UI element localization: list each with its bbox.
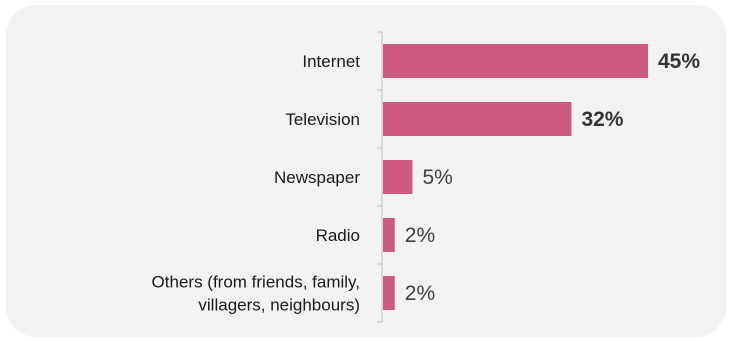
data-label-4: 2% [405,282,435,305]
bar-1 [383,102,572,136]
data-label-0: 45% [658,50,700,73]
data-label-3: 2% [405,224,435,247]
chart-bars [383,44,648,310]
category-label-0: Internet [302,52,360,71]
data-label-1: 32% [581,108,623,131]
bar-2 [383,160,413,194]
chart-labels: 45% Internet 32% Television 5% Newspaper 2% Rad… [152,50,701,315]
category-label-3: Radio [316,226,360,245]
data-label-2: 5% [422,166,452,189]
category-label-1: Television [285,110,360,129]
bar-4 [383,276,395,310]
category-label-4: Others (from friends, family, villagers, … [152,273,360,315]
bar-0 [383,44,648,78]
chart-axis [377,31,383,323]
category-label-2: Newspaper [274,168,360,187]
bar-3 [383,218,395,252]
